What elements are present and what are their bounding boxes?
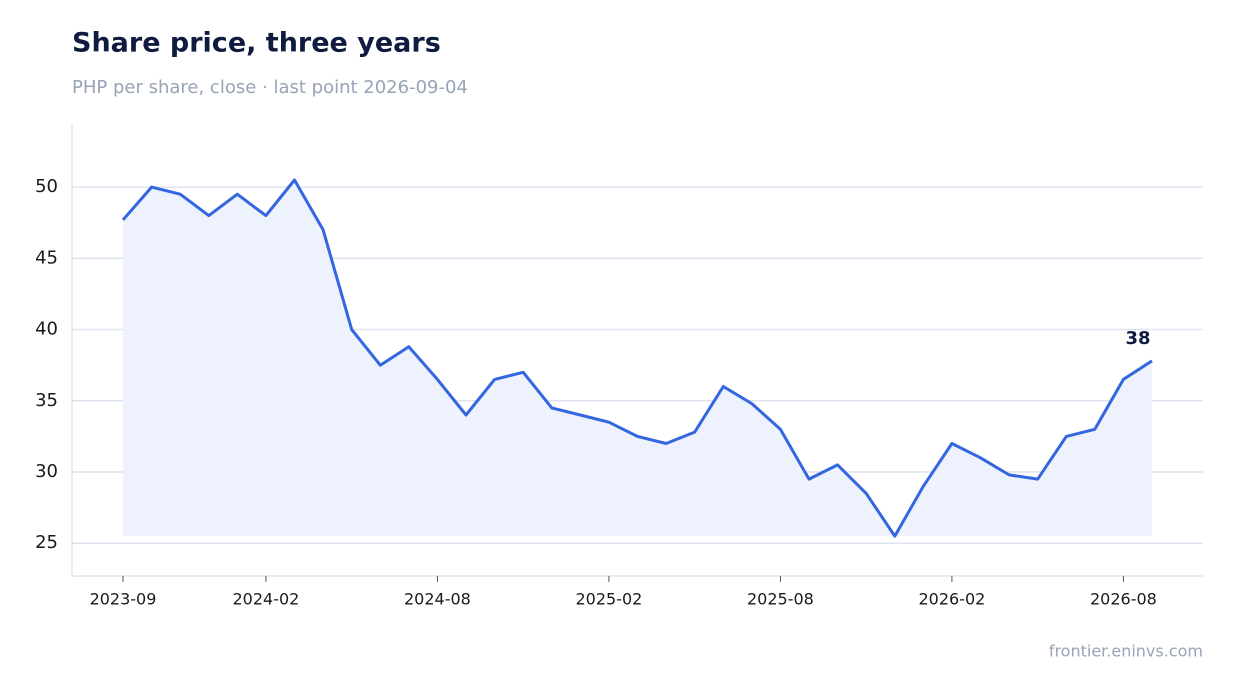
x-tick-label: 2023-09 [90,590,157,609]
x-tick-label: 2026-02 [918,590,985,609]
x-tick-label: 2026-08 [1090,590,1157,609]
area [123,180,1152,537]
y-tick-label: 50 [35,176,58,197]
x-tick-label: 2024-02 [232,590,299,609]
line [121,178,1153,538]
y-tick-label: 35 [35,390,58,411]
y-tick-label: 30 [35,461,58,482]
x-tick-label: 2025-08 [747,590,814,609]
y-tick-label: 25 [35,532,58,553]
chart-subtitle: PHP per share, close · last point 2026-0… [72,77,468,98]
x-tick-label: 2024-08 [404,590,471,609]
y-tick-label: 40 [35,319,58,340]
y-tick-label: 45 [35,247,58,268]
source: frontier.eninvs.com [1049,642,1203,661]
value-label: 38 [1125,328,1150,349]
x-tick-label: 2025-02 [575,590,642,609]
chart-title: Share price, three years [72,28,441,59]
